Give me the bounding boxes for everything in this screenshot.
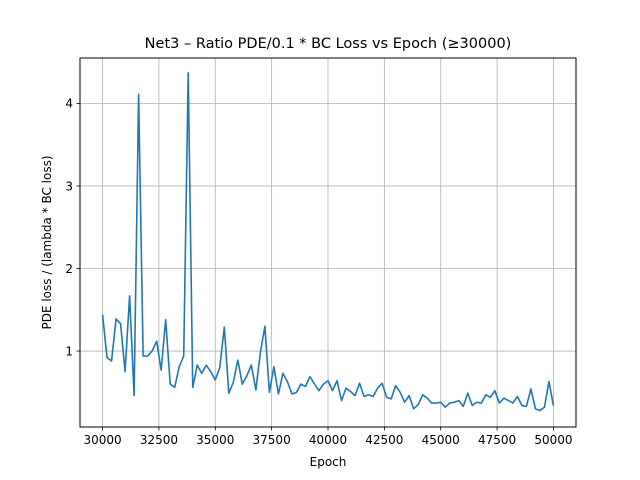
x-tick-label: 30000: [83, 433, 121, 447]
series-group: [101, 72, 555, 412]
x-tick-label: 42500: [365, 433, 403, 447]
chart-title: Net3 – Ratio PDE/0.1 * BC Loss vs Epoch …: [145, 36, 512, 52]
grid: [80, 58, 576, 427]
x-tick-label: 37500: [253, 433, 291, 447]
y-tick-label: 2: [65, 262, 73, 276]
x-tick-label: 40000: [309, 433, 347, 447]
x-tick-label: 45000: [422, 433, 460, 447]
x-tick-label: 47500: [478, 433, 516, 447]
y-tick-label: 1: [65, 344, 73, 358]
x-axis-label: Epoch: [310, 455, 347, 469]
x-tick-label: 35000: [196, 433, 234, 447]
y-tick-label: 4: [65, 97, 73, 111]
x-tick-label: 32500: [140, 433, 178, 447]
x-tick-label: 50000: [534, 433, 572, 447]
series-line: [101, 72, 555, 412]
y-tick-label: 3: [65, 179, 73, 193]
y-axis-label: PDE loss / (lambda * BC loss): [40, 155, 54, 329]
ticks: 30000 32500 35000 37500 40000 42500 45000 47500…: [65, 97, 572, 447]
